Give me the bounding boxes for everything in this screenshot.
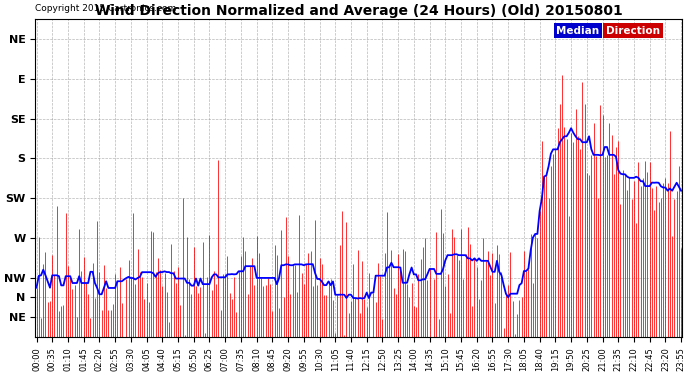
Title: Wind Direction Normalized and Average (24 Hours) (Old) 20150801: Wind Direction Normalized and Average (2… xyxy=(95,4,622,18)
Text: Copyright 2015 Cartronics.com: Copyright 2015 Cartronics.com xyxy=(35,4,177,13)
Text: Direction: Direction xyxy=(606,26,660,36)
Text: Median: Median xyxy=(556,26,599,36)
